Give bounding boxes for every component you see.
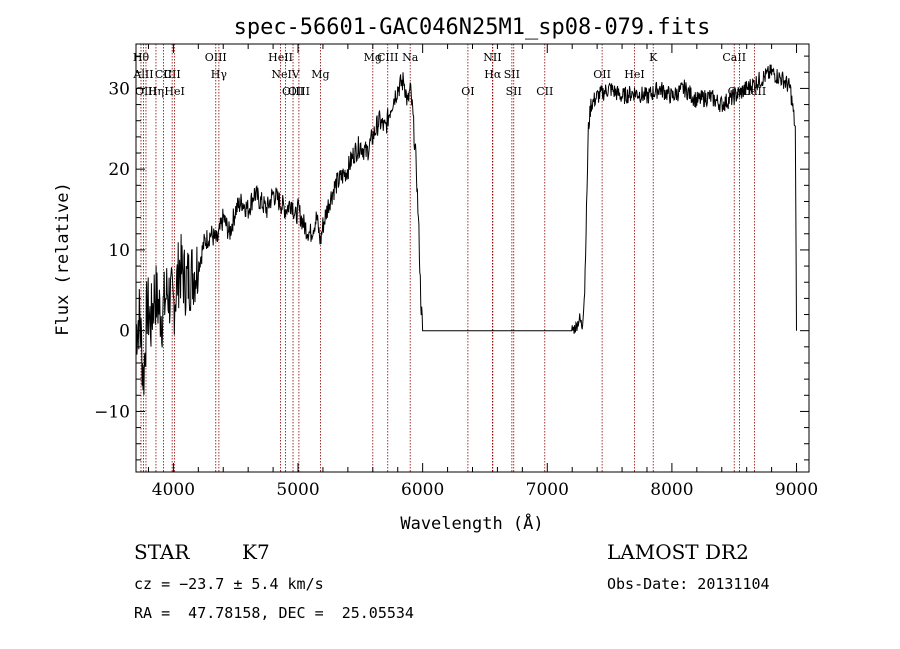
x-tick-label: 6000 [401,480,444,500]
y-tick-label: −10 [94,402,130,422]
line-marker-label: HeI [164,85,184,98]
redshift-velocity: cz = −23.7 ± 5.4 km/s [134,575,324,593]
line-marker-label: Hγ [211,68,228,81]
survey-name: LAMOST DR2 [607,540,749,564]
line-marker-label: HeI [624,68,644,81]
line-marker-label: CIII [377,51,398,64]
x-tick-label: 8000 [650,480,693,500]
line-marker-label: OII [593,68,611,81]
axes: 4000 5000 6000 7000 8000 9000 −10 0 10 20 30 [94,44,818,500]
object-class: STAR [134,540,190,564]
line-marker-label: Hα [484,68,502,81]
line-marker-label: Mg [364,51,382,64]
y-axis-label: Flux (relative) [53,182,73,336]
line-marker-label: CaII [722,51,746,64]
line-marker-label: Hθ [133,51,150,64]
line-marker-label: CII [536,85,553,98]
y-tick-label: 30 [108,79,130,99]
line-marker-label: NeIV [271,68,300,81]
plot-frame [135,43,810,473]
x-tick-label: 4000 [152,480,195,500]
line-marker-label: K [649,51,658,64]
line-marker-label: OIII [282,85,304,98]
line-marker-label: SII [504,68,520,81]
line-marker-label: Na [402,51,419,64]
spectrum-line [135,64,797,395]
line-marker-label: HeII [268,51,293,64]
chart-title: spec-56601-GAC046N25M1_sp08-079.fits [234,15,711,40]
line-marker-label: CII [155,68,172,81]
spectral-subclass: K7 [242,540,270,564]
line-marker-label: OI [461,85,474,98]
y-tick-label: 10 [108,241,130,261]
x-tick-label: 5000 [276,480,319,500]
x-axis-label: Wavelength (Å) [400,512,543,534]
observation-date: Obs-Date: 20131104 [607,575,770,593]
y-tick-label: 0 [119,322,130,342]
line-marker-label: AlII [132,68,153,81]
line-marker-label: Hη [148,85,164,98]
line-marker-label: OIII [288,85,310,98]
emission-line-markers: HθAlIIOIIIHηCIICIIHeIOIIIHγHeIINeIVOIIIO… [132,44,766,472]
coordinates: RA = 47.78158, DEC = 25.05534 [134,604,414,622]
x-tick-label: 9000 [775,480,818,500]
y-tick-label: 20 [108,160,130,180]
line-marker-label: CII [164,68,181,81]
line-marker-label: Mg [311,68,329,81]
x-tick-label: 7000 [526,480,569,500]
line-marker-label: SII [506,85,522,98]
line-marker-label: OIII [205,51,227,64]
